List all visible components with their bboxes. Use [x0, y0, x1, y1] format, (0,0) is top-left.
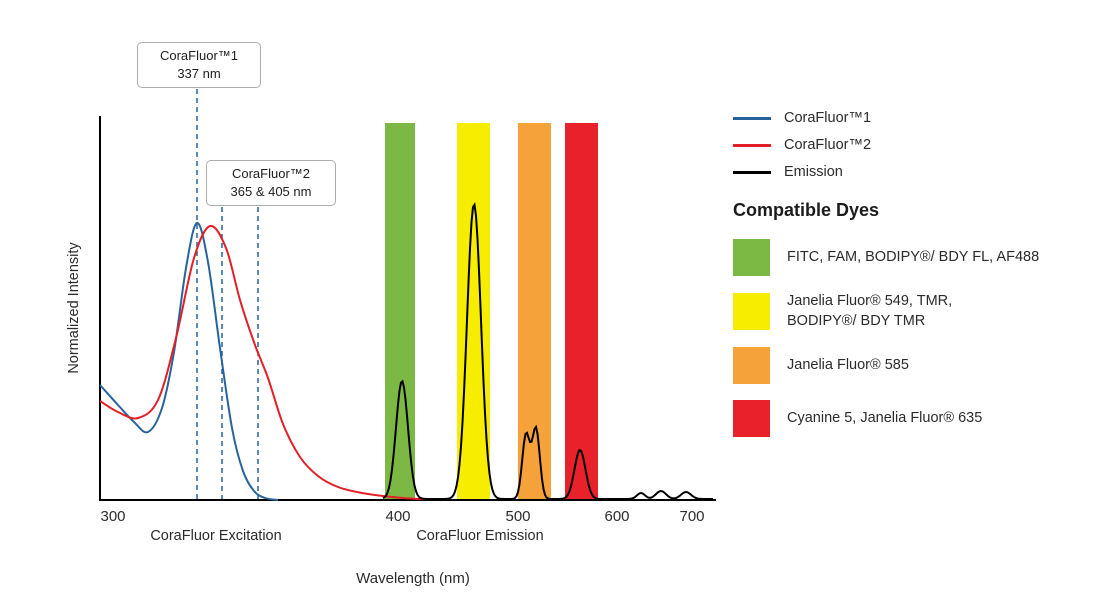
dye-label-line: Cyanine 5, Janelia Fluor® 635	[787, 409, 983, 426]
x-tick-labels-group: 300 400 500 600 700	[100, 508, 704, 525]
dye-item-yellow: Janelia Fluor® 549, TMR, BODIPY®/ BDY TM…	[733, 292, 1093, 331]
corafluor1-line-swatch	[733, 116, 771, 120]
dye-item-label: Janelia Fluor® 549, TMR, BODIPY®/ BDY TM…	[787, 292, 952, 331]
emission-section-label: CoraFluor Emission	[416, 528, 544, 544]
dye-label-line: FITC, FAM, BODIPY®/ BDY FL, AF488	[787, 248, 1040, 265]
emission-band-2	[518, 123, 551, 499]
green-dye-swatch	[733, 239, 770, 276]
legend-item-corafluor2: CoraFluor™2	[733, 137, 1093, 153]
annotation-corafluor2: CoraFluor™2 365 & 405 nm	[206, 160, 336, 207]
dye-item-label: FITC, FAM, BODIPY®/ BDY FL, AF488	[787, 248, 1039, 268]
compatible-dyes-list: FITC, FAM, BODIPY®/ BDY FL, AF488 Janeli…	[733, 239, 1093, 438]
x-tick-label-600: 600	[604, 508, 629, 525]
legend-item-label: CoraFluor™2	[784, 137, 872, 153]
dye-item-label: Janelia Fluor® 585	[787, 356, 909, 376]
annotation-corafluor1-value: 337 nm	[177, 66, 221, 82]
emission-band-0	[385, 123, 415, 499]
emission-band-3	[565, 123, 598, 499]
legend-item-label: CoraFluor™1	[784, 110, 872, 126]
dye-label-line: BODIPY®/ BDY TMR	[787, 312, 926, 329]
legend-panel: CoraFluor™1 CoraFluor™2 Emission Compati…	[733, 110, 1093, 453]
annotation-corafluor1-title: CoraFluor™1	[159, 48, 239, 63]
dye-label-line: Janelia Fluor® 585	[787, 356, 909, 373]
annotation-corafluor2-value: 365 & 405 nm	[230, 184, 312, 200]
excitation-curve-1	[99, 222, 279, 501]
y-axis-label: Normalized Intensity	[66, 242, 82, 374]
legend-item-emission: Emission	[733, 164, 1093, 180]
dye-item-green: FITC, FAM, BODIPY®/ BDY FL, AF488	[733, 239, 1093, 276]
excitation-curve-2	[99, 224, 433, 501]
annotation-corafluor1: CoraFluor™1 337 nm	[137, 42, 261, 89]
emission-bands-group	[385, 123, 598, 499]
peak-markers-group	[196, 80, 259, 500]
legend-item-corafluor1: CoraFluor™1	[733, 110, 1093, 126]
compatible-dyes-title: Compatible Dyes	[733, 200, 880, 220]
excitation-section-label: CoraFluor Excitation	[150, 528, 282, 544]
annotation-corafluor2-title: CoraFluor™2	[231, 166, 311, 181]
spectra-curves-group	[99, 202, 713, 501]
x-axis-label: Wavelength (nm)	[356, 570, 470, 587]
legend-item-label: Emission	[784, 164, 843, 180]
x-tick-label-400: 400	[385, 508, 410, 525]
dye-item-orange: Janelia Fluor® 585	[733, 347, 1093, 385]
x-tick-label-500: 500	[505, 508, 530, 525]
orange-dye-swatch	[733, 347, 770, 385]
x-tick-label-300: 300	[100, 508, 125, 525]
emission-line-swatch	[733, 170, 771, 174]
dye-label-line: Janelia Fluor® 549, TMR,	[787, 293, 953, 309]
red-dye-swatch	[733, 400, 770, 438]
dye-item-red: Cyanine 5, Janelia Fluor® 635	[733, 400, 1093, 438]
dye-item-label: Cyanine 5, Janelia Fluor® 635	[787, 409, 982, 429]
x-tick-label-700: 700	[679, 508, 704, 525]
emission-curve	[382, 202, 713, 500]
corafluor2-line-swatch	[733, 143, 771, 147]
yellow-dye-swatch	[733, 293, 770, 331]
